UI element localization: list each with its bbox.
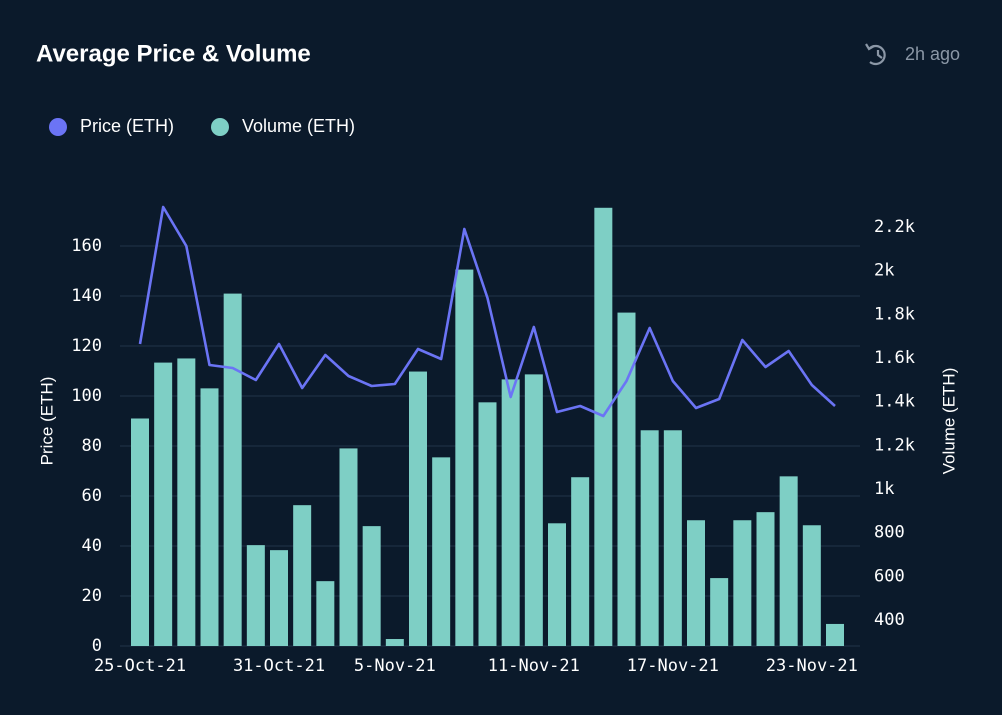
refresh-icon [865, 43, 886, 66]
bar [687, 520, 705, 646]
bar [154, 362, 173, 646]
bar [663, 430, 682, 646]
y-tick-label: 120 [71, 336, 102, 356]
y-axis-label: Price (ETH) [37, 377, 56, 466]
x-tick-label: 17-Nov-21 [627, 656, 719, 676]
chart-title: Average Price & Volume [36, 40, 311, 67]
bar [432, 457, 451, 646]
bar [617, 312, 636, 646]
legend-marker [211, 118, 229, 136]
y2-tick-label: 600 [874, 566, 905, 586]
bar [270, 550, 288, 646]
bar [733, 520, 752, 646]
x-tick-label: 25-Oct-21 [94, 656, 186, 676]
y-tick-label: 140 [71, 286, 102, 306]
x-tick-label: 23-Nov-21 [766, 656, 858, 676]
bar [455, 269, 474, 646]
y-tick-label: 40 [82, 536, 102, 556]
x-tick-label: 5-Nov-21 [354, 656, 436, 676]
bar [385, 639, 404, 646]
y2-tick-label: 1.4k [874, 392, 915, 412]
x-tick-label: 31-Oct-21 [233, 656, 325, 676]
y2-tick-label: 2k [874, 261, 894, 281]
y2-axis-label: Volume (ETH) [939, 368, 958, 475]
x-tick-label: 11-Nov-21 [488, 656, 580, 676]
bar [756, 512, 775, 646]
bar [339, 448, 358, 646]
y2-tick-label: 1.2k [874, 435, 915, 455]
y2-tick-label: 1.8k [874, 304, 915, 324]
bar [640, 430, 659, 646]
price-line [138, 205, 836, 418]
bar [710, 578, 729, 646]
bar [501, 379, 520, 646]
bar [409, 371, 427, 646]
y2-tick-label: 800 [874, 523, 905, 543]
bar [316, 581, 335, 646]
bar [362, 526, 381, 646]
bar [779, 476, 798, 646]
y2-tick-label: 400 [874, 610, 905, 630]
bar [200, 388, 219, 646]
y2-tick-label: 2.2k [874, 217, 915, 237]
y-tick-label: 20 [82, 586, 102, 606]
y-tick-label: 0 [92, 636, 102, 656]
bar [478, 402, 497, 646]
bar [524, 374, 543, 646]
y2-tick-label: 1.6k [874, 348, 915, 368]
bar [826, 623, 844, 646]
bar [131, 418, 149, 646]
bar [246, 545, 265, 646]
bar [177, 358, 196, 646]
legend-label: Price (ETH) [80, 116, 174, 136]
y-tick-label: 80 [82, 436, 102, 456]
bar [571, 477, 590, 646]
updated-time: 2h ago [905, 44, 960, 64]
bar [594, 207, 613, 646]
bar [223, 293, 242, 646]
bar [548, 523, 566, 646]
legend-label: Volume (ETH) [242, 116, 355, 136]
y-tick-label: 60 [82, 486, 102, 506]
bar [802, 525, 821, 646]
legend-marker [49, 118, 67, 136]
y2-tick-label: 1k [874, 479, 894, 499]
bar [293, 505, 312, 646]
y-tick-label: 160 [71, 236, 102, 256]
y-tick-label: 100 [71, 386, 102, 406]
